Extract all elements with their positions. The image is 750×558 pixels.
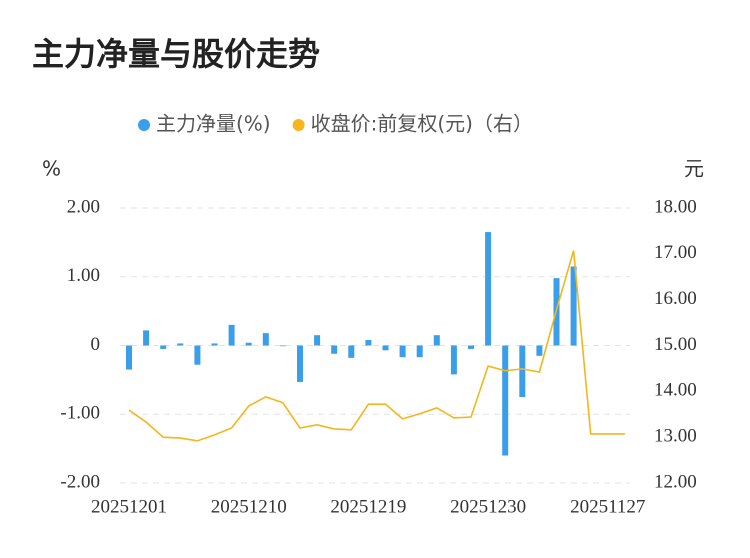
y2-axis-label: 元 xyxy=(684,157,704,181)
bar xyxy=(126,345,132,370)
x-tick-label: 20251201 xyxy=(91,496,167,517)
legend-marker xyxy=(292,119,305,131)
bar xyxy=(570,266,577,346)
bar xyxy=(143,330,150,346)
price-line xyxy=(128,250,625,442)
bar xyxy=(433,335,440,346)
y2-tick-label: 18.00 xyxy=(654,196,697,217)
bar xyxy=(519,345,526,398)
y2-tick-label: 15.00 xyxy=(654,334,697,355)
bar xyxy=(160,345,167,349)
y-axis-label: % xyxy=(42,157,61,181)
bar xyxy=(262,333,269,346)
x-tick-label: 20251127 xyxy=(570,496,645,517)
legend-marker xyxy=(138,119,150,131)
y-tick-label: -1.00 xyxy=(60,403,100,424)
bar xyxy=(314,335,321,346)
x-tick-label: 20251210 xyxy=(211,496,287,517)
x-tick-label: 20251230 xyxy=(450,496,526,517)
bar xyxy=(348,345,355,358)
y-tick-label: 2.00 xyxy=(67,196,100,217)
y2-tick-label: 17.00 xyxy=(654,242,697,263)
legend-label: 主力净量(%) xyxy=(156,112,271,136)
y2-tick-label: 13.00 xyxy=(654,426,697,447)
bar xyxy=(365,340,372,346)
bar xyxy=(177,343,184,346)
legend-label: 收盘价:前复权(元)（右） xyxy=(311,112,533,136)
bar xyxy=(468,345,474,349)
bar xyxy=(450,345,457,375)
y2-tick-label: 14.00 xyxy=(654,380,697,401)
bar xyxy=(211,343,218,346)
y-tick-label: -2.00 xyxy=(60,471,100,492)
y-tick-label: 0 xyxy=(91,334,101,355)
bar xyxy=(416,345,423,358)
bar xyxy=(485,232,492,346)
bar xyxy=(245,342,252,346)
bar xyxy=(331,345,338,354)
bar xyxy=(502,345,509,456)
chart-title: 主力净量与股价走势 xyxy=(32,35,320,73)
y2-tick-label: 12.00 xyxy=(654,471,697,492)
bar xyxy=(228,324,235,346)
bar xyxy=(382,345,389,351)
bar xyxy=(536,345,543,356)
y2-tick-label: 16.00 xyxy=(654,288,697,309)
legend: 主力净量(%) 收盘价:前复权(元)（右） xyxy=(138,112,533,136)
bar xyxy=(279,345,286,347)
bar xyxy=(194,345,201,365)
bar xyxy=(399,345,406,358)
bar xyxy=(297,345,303,382)
y-tick-label: 1.00 xyxy=(67,265,100,286)
x-tick-label: 20251219 xyxy=(330,496,406,517)
